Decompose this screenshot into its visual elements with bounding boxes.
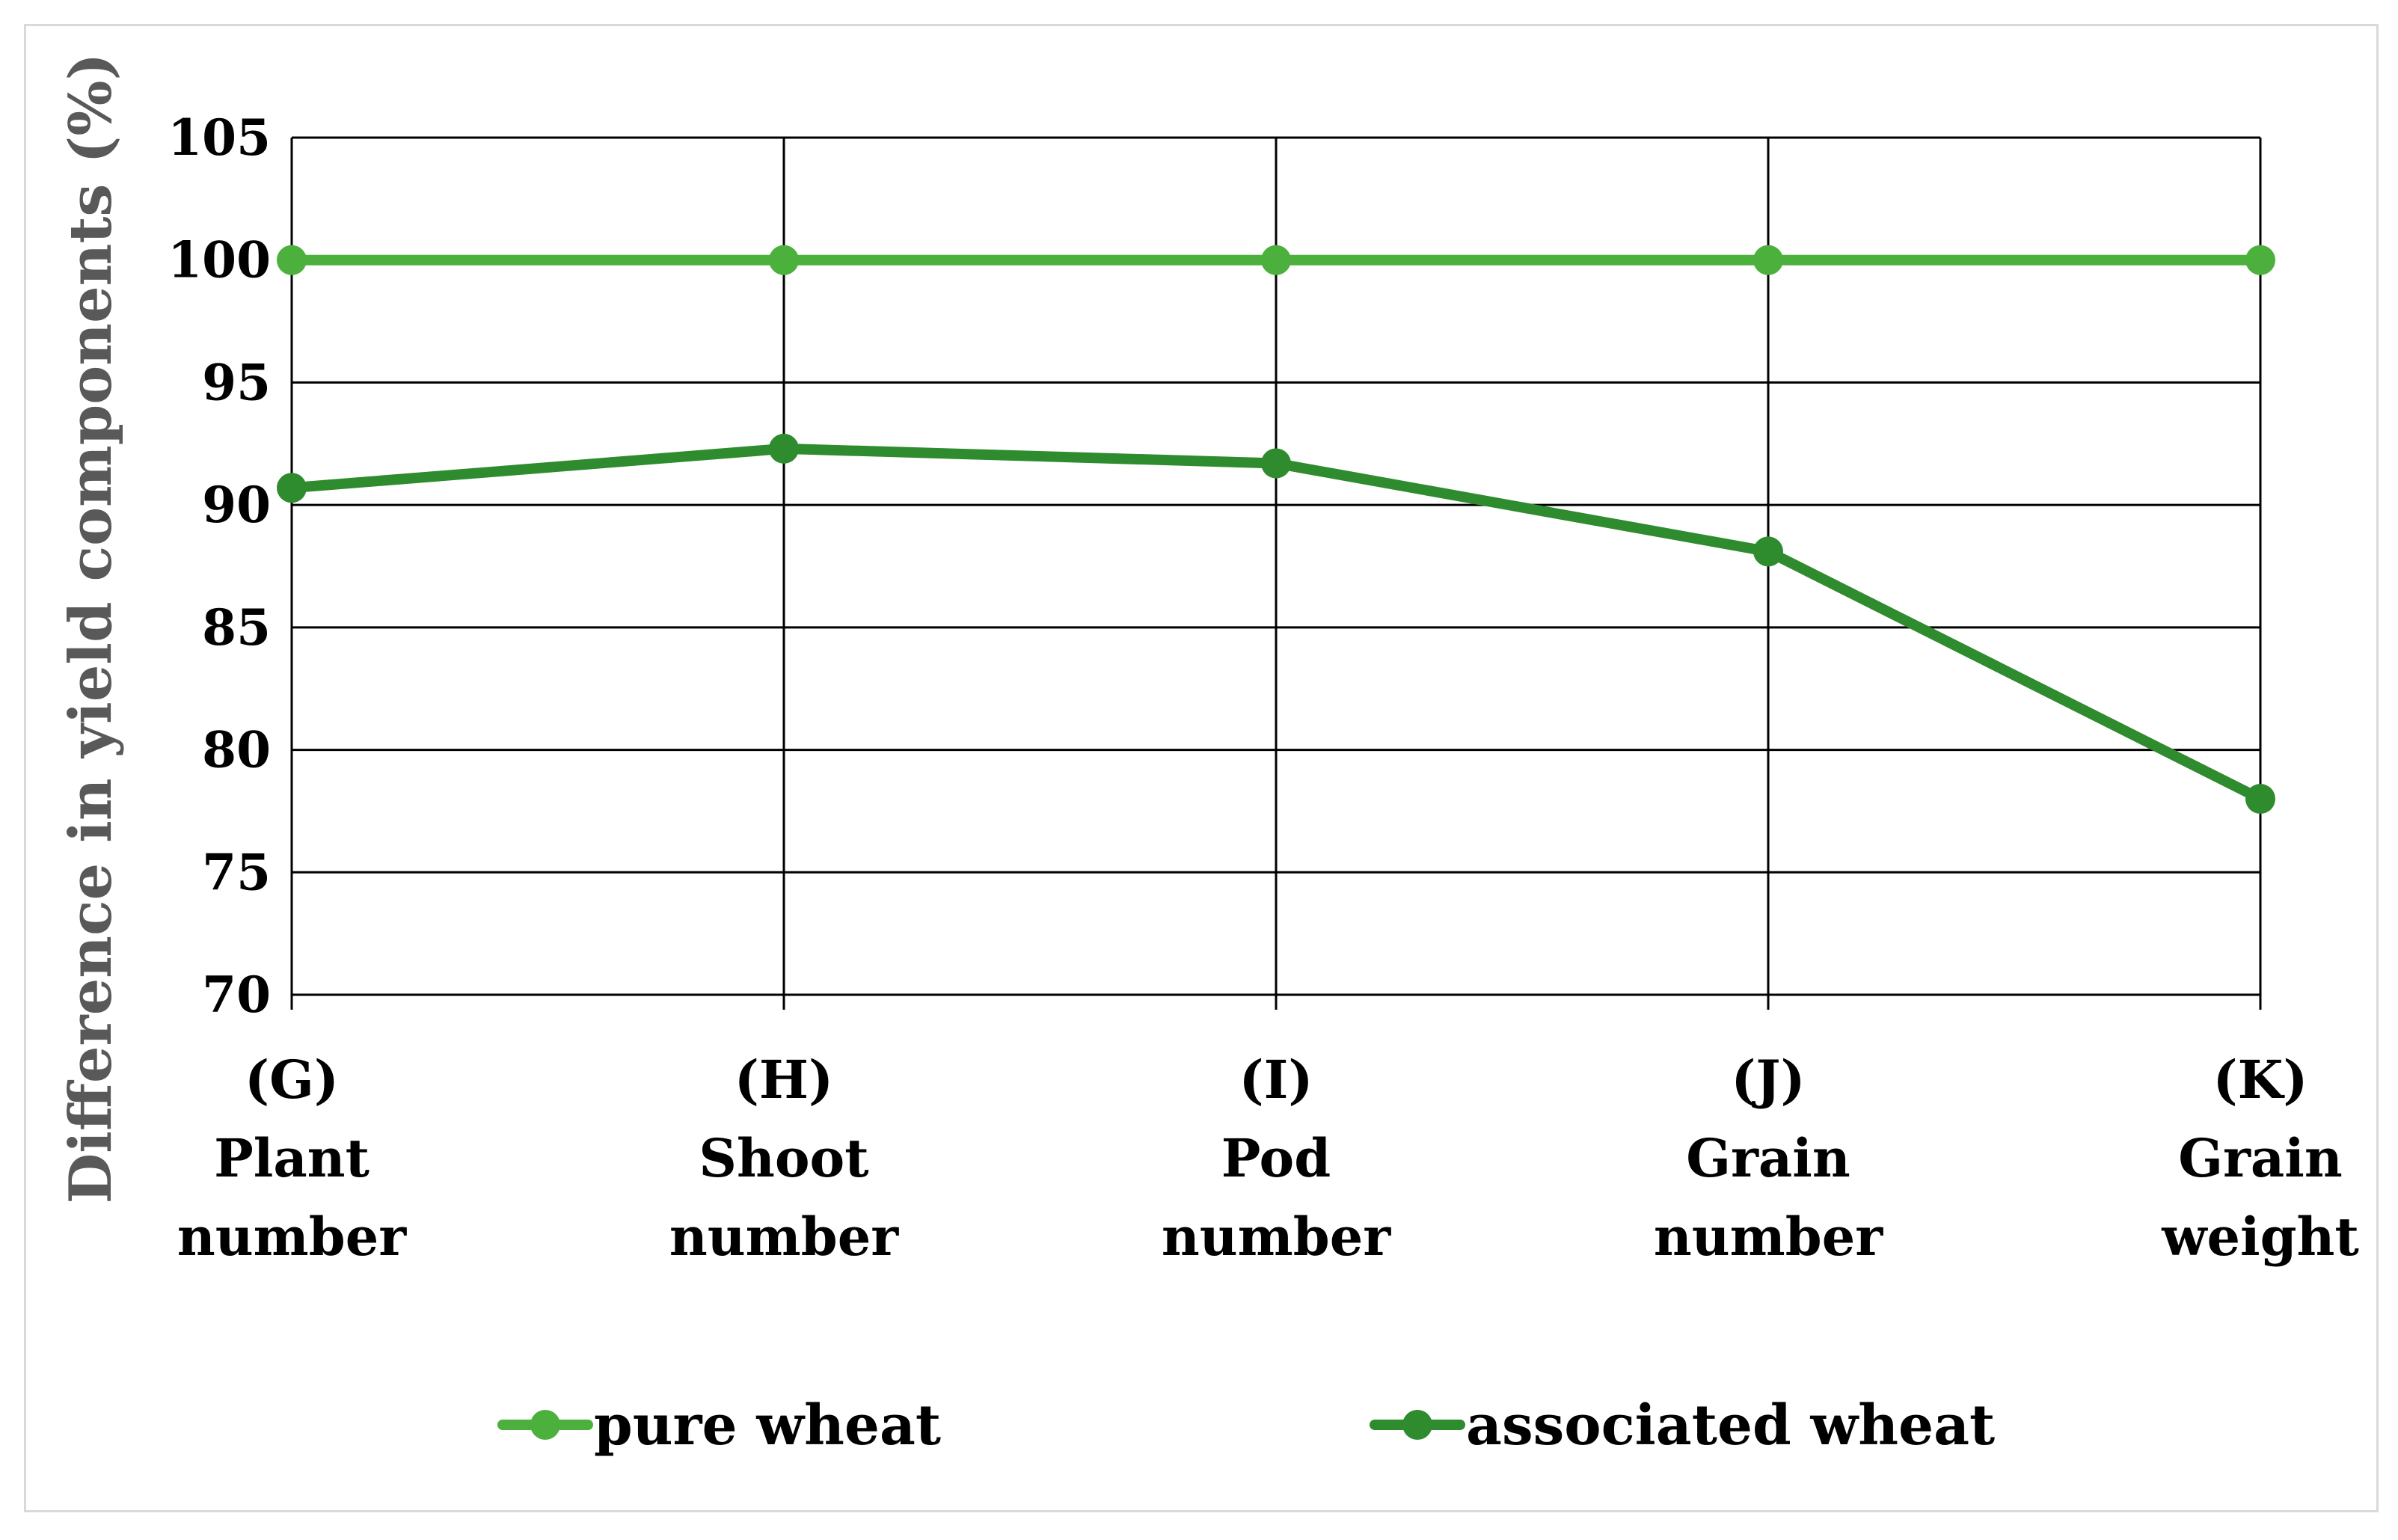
legend-label: pure wheat <box>594 1393 941 1458</box>
y-tick-label: 90 <box>202 476 271 534</box>
y-tick-label: 100 <box>168 231 271 289</box>
series-lines <box>277 245 2275 815</box>
y-tick-label: 80 <box>202 721 271 779</box>
data-point-pure-wheat <box>277 245 307 275</box>
x-tick-label: number <box>669 1206 899 1268</box>
y-axis-title: Difference in yield components (%) <box>57 53 125 1204</box>
legend-marker <box>1402 1410 1432 1440</box>
legend-marker <box>530 1410 560 1440</box>
x-tick-label: number <box>177 1206 407 1268</box>
x-tick-label: (I) <box>1239 1049 1313 1111</box>
x-tick-label: (G) <box>245 1049 339 1111</box>
chart-frame <box>24 24 2379 1512</box>
x-tick-label: number <box>1654 1206 1883 1268</box>
x-tick-label: (H) <box>735 1049 833 1111</box>
x-tick-label: weight <box>2161 1206 2359 1268</box>
legend: pure wheat associated wheat <box>497 1393 1995 1458</box>
x-tick-label: Plant <box>214 1127 369 1189</box>
data-point-pure-wheat <box>1753 245 1783 275</box>
data-point-pure-wheat <box>2245 245 2275 275</box>
data-point-associated-wheat <box>2245 784 2275 815</box>
y-tick-label: 95 <box>202 353 271 411</box>
data-point-associated-wheat <box>1261 448 1291 479</box>
data-point-associated-wheat <box>769 433 799 464</box>
data-point-pure-wheat <box>1261 245 1291 275</box>
x-tick-label: Pod <box>1221 1127 1331 1189</box>
legend-label: associated wheat <box>1466 1393 1995 1458</box>
y-tick-label: 70 <box>202 966 271 1024</box>
data-point-associated-wheat <box>277 473 307 503</box>
x-tick-label: number <box>1162 1206 1391 1268</box>
x-tick-label: Grain <box>2178 1127 2343 1189</box>
data-point-pure-wheat <box>769 245 799 275</box>
y-axis-ticks: 70 75 80 85 90 95 100 105 <box>168 108 271 1024</box>
x-tick-label: Shoot <box>699 1127 868 1189</box>
y-tick-label: 85 <box>202 598 271 657</box>
x-axis-ticks: (G) Plant number (H) Shoot number (I) Pod number… <box>177 1049 2359 1268</box>
y-tick-label: 105 <box>168 108 271 167</box>
x-tick-label: (J) <box>1731 1049 1805 1111</box>
x-tick-label: Grain <box>1686 1127 1850 1189</box>
y-tick-label: 75 <box>202 843 271 901</box>
x-tick-label: (K) <box>2213 1049 2307 1111</box>
data-point-associated-wheat <box>1753 536 1783 567</box>
